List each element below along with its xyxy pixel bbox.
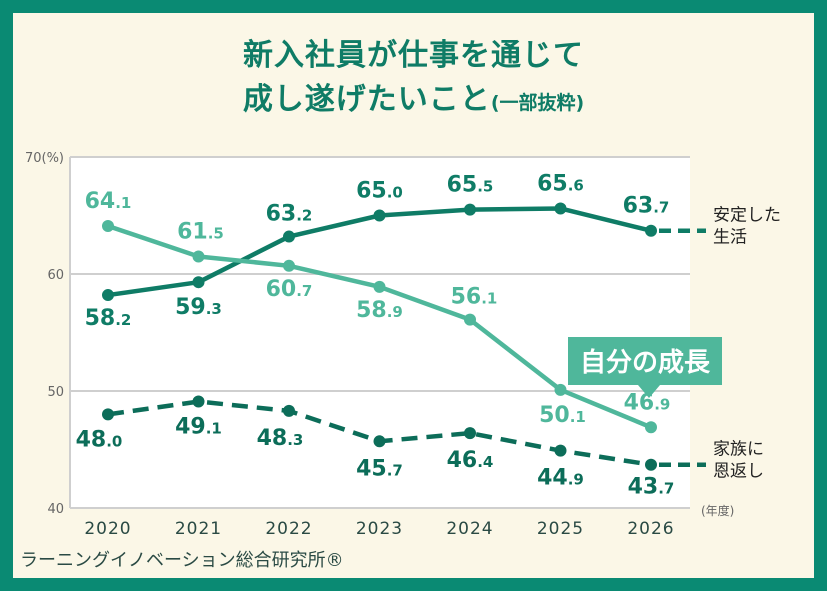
title-line-1: 新入社員が仕事を通じて <box>243 38 584 73</box>
data-point-1-2 <box>283 259 295 272</box>
y-tick-label-60: 60 <box>47 268 64 283</box>
data-label-2-3: 45.7 <box>356 456 403 481</box>
data-label-1-0: 64.1 <box>85 189 132 214</box>
data-label-0-5: 65.6 <box>537 171 584 196</box>
x-tick-label-2020: 2020 <box>84 519 131 539</box>
series-name-2-0: 家族に <box>713 440 764 460</box>
data-point-0-0 <box>102 289 114 302</box>
data-label-1-4: 56.1 <box>451 285 498 310</box>
x-tick-label-2022: 2022 <box>265 519 312 539</box>
title-line-2: 成し遂げたいこと(一部抜粋) <box>0 78 827 125</box>
data-label-2-6: 43.7 <box>628 475 675 500</box>
data-label-2-1: 49.1 <box>175 415 222 440</box>
data-point-0-1 <box>192 276 205 289</box>
series-name-0-1: 生活 <box>713 228 747 248</box>
data-label-0-0: 58.2 <box>85 306 132 331</box>
x-tick-label-2025: 2025 <box>537 519 584 539</box>
axes: 40 50 60 70(%) 2020 2021 2022 2023 2024 2025 2026 (… <box>25 151 734 539</box>
data-label-2-5: 44.9 <box>537 466 584 491</box>
data-label-2-4: 46.4 <box>447 448 494 473</box>
series-name-0-0: 安定した <box>713 206 781 226</box>
data-label-1-2: 60.7 <box>266 277 313 302</box>
data-label-0-6: 63.7 <box>623 194 670 219</box>
y-tick-label-40: 40 <box>47 502 64 517</box>
source-credit: ラーニングイノベーション総合研究所® <box>20 550 344 571</box>
title-line-2-sub: (一部抜粋) <box>490 92 585 114</box>
x-tick-label-2024: 2024 <box>446 519 493 539</box>
data-point-1-0 <box>102 220 114 233</box>
data-label-0-4: 65.5 <box>447 173 494 198</box>
data-point-1-4 <box>464 313 476 326</box>
data-point-0-5 <box>554 202 567 215</box>
data-point-2-3 <box>373 435 386 448</box>
callout-box <box>568 337 722 385</box>
data-point-0-4 <box>464 203 476 216</box>
data-label-2-2: 48.3 <box>257 426 304 451</box>
data-label-2-0: 48.0 <box>76 427 123 452</box>
x-tick-label-2021: 2021 <box>175 519 222 539</box>
title-line-2-main: 成し遂げたいこと <box>242 82 491 117</box>
callout: 自分の成長 <box>568 337 722 398</box>
data-point-2-2 <box>283 404 295 417</box>
data-label-1-3: 58.9 <box>356 298 403 323</box>
y-tick-label-50: 50 <box>47 385 64 400</box>
data-label-0-2: 63.2 <box>266 202 313 227</box>
series-name-2-1: 恩返し <box>713 462 764 482</box>
data-point-2-5 <box>554 444 567 457</box>
data-point-2-6 <box>645 458 657 471</box>
data-point-2-0 <box>102 408 114 421</box>
data-label-1-5: 50.1 <box>539 403 586 428</box>
data-point-0-6 <box>645 224 657 237</box>
callout-label: 自分の成長 <box>580 347 711 378</box>
chart-title: 新入社員が仕事を通じて 成し遂げたいこと(一部抜粋) <box>0 34 827 125</box>
data-label-1-1: 61.5 <box>177 219 224 244</box>
data-label-0-1: 59.3 <box>175 295 222 320</box>
data-point-1-3 <box>373 280 386 293</box>
y-tick-label-70: 70(%) <box>25 151 64 166</box>
data-point-0-2 <box>283 230 295 243</box>
data-point-1-1 <box>192 250 205 263</box>
callout-pointer <box>638 385 660 398</box>
data-point-1-5 <box>554 383 567 396</box>
data-label-0-3: 65.0 <box>356 179 403 204</box>
data-point-2-1 <box>192 395 205 408</box>
series-lines <box>102 202 657 471</box>
data-point-0-3 <box>373 209 386 222</box>
x-tick-label-2023: 2023 <box>356 519 403 539</box>
data-point-1-6 <box>645 421 657 434</box>
x-axis-unit: (年度) <box>701 503 734 518</box>
x-tick-label-2026: 2026 <box>627 519 674 539</box>
data-point-2-4 <box>464 427 476 440</box>
